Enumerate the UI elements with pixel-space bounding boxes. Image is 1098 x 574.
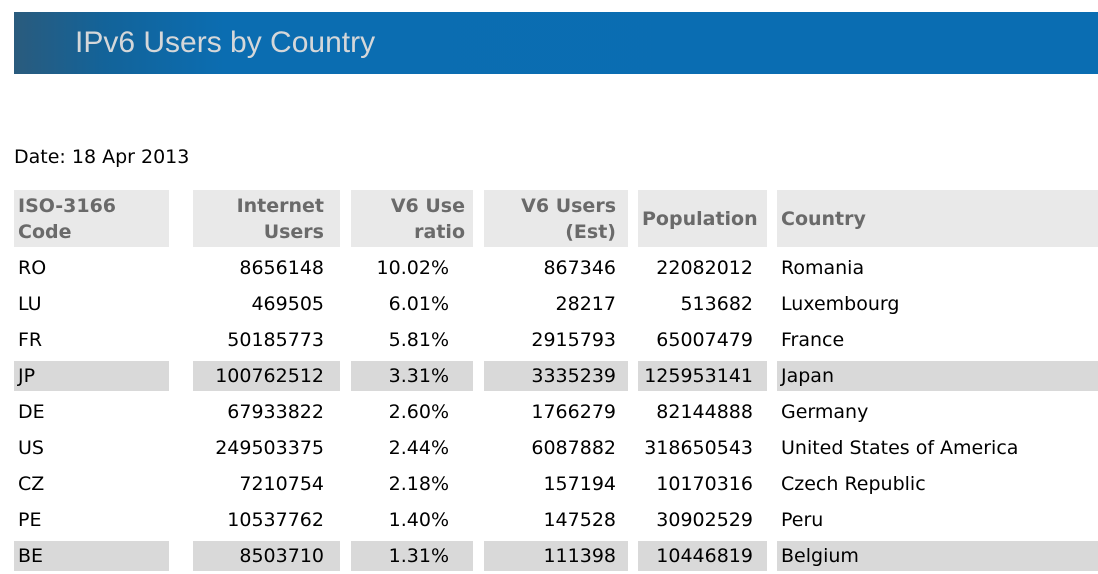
cell-population: 318650543 <box>644 437 753 459</box>
table-row: JP 100762512 3.31% 3335239 125953141 Japan <box>14 361 1098 391</box>
cell-population: 22082012 <box>656 257 753 279</box>
cell-v6-users-est: 157194 <box>543 473 616 495</box>
column-header-line: V6 Users <box>521 194 616 217</box>
column-header-line: Country <box>781 207 866 230</box>
column-header-v6-use-ratio: V6 Use ratio <box>351 190 473 247</box>
cell-population: 65007479 <box>656 329 753 351</box>
cell-v6-users-est: 1766279 <box>531 401 616 423</box>
date-label: Date: 18 Apr 2013 <box>14 146 190 168</box>
column-header-population: Population <box>638 190 767 247</box>
cell-iso-code: FR <box>18 329 43 351</box>
cell-population: 125953141 <box>638 361 767 391</box>
cell-country: United States of America <box>781 437 1019 459</box>
table-row: RO 8656148 10.02% 867346 22082012 Romania <box>14 253 1098 283</box>
cell-v6-users-est: 3335239 <box>484 361 628 391</box>
table-body: RO 8656148 10.02% 867346 22082012 Romania LU 46… <box>14 253 1098 571</box>
cell-v6-use-ratio: 1.31% <box>351 541 473 571</box>
cell-internet-users: 10537762 <box>227 509 324 531</box>
column-header-line: Code <box>18 220 72 243</box>
cell-country: Japan <box>777 361 1098 391</box>
cell-internet-users: 8503710 <box>193 541 340 571</box>
table-row: FR 50185773 5.81% 2915793 65007479 France <box>14 325 1098 355</box>
cell-v6-use-ratio: 2.44% <box>388 437 449 459</box>
cell-v6-use-ratio: 2.60% <box>388 401 449 423</box>
cell-v6-users-est: 6087882 <box>531 437 616 459</box>
cell-v6-users-est: 2915793 <box>531 329 616 351</box>
table-row: US 249503375 2.44% 6087882 318650543 United S… <box>14 433 1098 463</box>
cell-v6-users-est: 147528 <box>543 509 616 531</box>
cell-v6-users-est: 111398 <box>484 541 628 571</box>
column-header-line: Internet <box>236 194 324 217</box>
table-header-row: ISO-3166 Code Internet Users V6 Use rati… <box>14 190 1098 247</box>
cell-v6-use-ratio: 10.02% <box>376 257 449 279</box>
cell-v6-users-est: 28217 <box>555 293 616 315</box>
column-header-line: Population <box>642 207 758 230</box>
cell-country: France <box>781 329 845 351</box>
cell-population: 10170316 <box>656 473 753 495</box>
column-header-line: V6 Use <box>390 194 465 217</box>
cell-v6-use-ratio: 5.81% <box>388 329 449 351</box>
column-header-internet-users: Internet Users <box>193 190 340 247</box>
cell-v6-users-est: 867346 <box>543 257 616 279</box>
cell-internet-users: 50185773 <box>227 329 324 351</box>
cell-population: 82144888 <box>656 401 753 423</box>
cell-iso-code: BE <box>14 541 169 571</box>
table-row: DE 67933822 2.60% 1766279 82144888 Germany <box>14 397 1098 427</box>
cell-population: 30902529 <box>656 509 753 531</box>
cell-iso-code: RO <box>18 257 47 279</box>
cell-country: Luxembourg <box>781 293 900 315</box>
cell-v6-use-ratio: 3.31% <box>351 361 473 391</box>
cell-iso-code: LU <box>18 293 42 315</box>
cell-internet-users: 469505 <box>251 293 324 315</box>
cell-iso-code: CZ <box>18 473 45 495</box>
cell-country: Belgium <box>777 541 1098 571</box>
column-header-line: ratio <box>414 220 465 243</box>
ipv6-users-table: ISO-3166 Code Internet Users V6 Use rati… <box>14 190 1098 571</box>
cell-v6-use-ratio: 6.01% <box>388 293 449 315</box>
column-header-iso-code: ISO-3166 Code <box>14 190 169 247</box>
column-header-line: (Est) <box>565 220 616 243</box>
table-row: BE 8503710 1.31% 111398 10446819 Belgium <box>14 541 1098 571</box>
cell-internet-users: 100762512 <box>193 361 340 391</box>
table-row: PE 10537762 1.40% 147528 30902529 Peru <box>14 505 1098 535</box>
cell-country: Czech Republic <box>781 473 926 495</box>
cell-v6-use-ratio: 2.18% <box>388 473 449 495</box>
column-header-v6-users-est: V6 Users (Est) <box>484 190 628 247</box>
cell-v6-use-ratio: 1.40% <box>388 509 449 531</box>
column-header-country: Country <box>777 190 1098 247</box>
title-banner: IPv6 Users by Country <box>14 12 1098 74</box>
cell-country: Romania <box>781 257 865 279</box>
table-row: CZ 7210754 2.18% 157194 10170316 Czech Republ… <box>14 469 1098 499</box>
page-title: IPv6 Users by Country <box>75 26 376 59</box>
cell-iso-code: US <box>18 437 44 459</box>
cell-internet-users: 8656148 <box>239 257 324 279</box>
column-header-line: Users <box>263 220 324 243</box>
cell-internet-users: 7210754 <box>239 473 324 495</box>
column-header-line: ISO-3166 <box>18 194 117 217</box>
cell-population: 10446819 <box>638 541 767 571</box>
table-row: LU 469505 6.01% 28217 513682 Luxembourg <box>14 289 1098 319</box>
cell-country: Peru <box>781 509 824 531</box>
cell-internet-users: 249503375 <box>215 437 324 459</box>
cell-iso-code: DE <box>18 401 45 423</box>
cell-internet-users: 67933822 <box>227 401 324 423</box>
cell-country: Germany <box>781 401 869 423</box>
cell-population: 513682 <box>680 293 753 315</box>
cell-iso-code: PE <box>18 509 42 531</box>
cell-iso-code: JP <box>14 361 169 391</box>
